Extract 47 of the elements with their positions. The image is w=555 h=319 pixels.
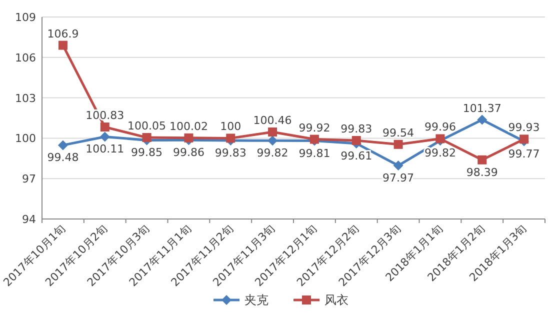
data-label: 100.02 [169, 120, 208, 133]
y-tick-label: 109 [15, 11, 36, 24]
point [100, 132, 110, 142]
point [394, 140, 403, 149]
data-label: 99.48 [47, 151, 79, 164]
point [477, 114, 488, 125]
point [478, 155, 487, 164]
y-tick-label: 106 [15, 51, 36, 64]
point [184, 133, 194, 142]
data-label: 101.37 [462, 102, 502, 115]
point [436, 134, 445, 144]
point [352, 136, 361, 145]
data-label: 100.46 [253, 114, 292, 128]
data-label: 100 [220, 120, 242, 134]
point [393, 160, 404, 171]
data-label: 98.39 [466, 166, 498, 179]
point [142, 133, 152, 142]
data-label: 99.92 [298, 121, 330, 134]
data-label: 99.83 [340, 122, 372, 136]
legend-label: 风衣 [324, 293, 348, 307]
data-label: 99.77 [508, 147, 540, 160]
data-label: 100.05 [128, 120, 166, 133]
y-tick-label: 100 [15, 132, 36, 146]
point [58, 40, 68, 50]
data-label: 99.82 [256, 146, 288, 160]
point [268, 128, 278, 137]
data-label: 99.93 [508, 121, 540, 134]
point [226, 134, 236, 143]
data-label: 106.9 [47, 27, 79, 40]
data-label: 99.96 [424, 120, 456, 134]
y-tick-label: 103 [15, 92, 36, 105]
data-label: 99.83 [214, 146, 246, 160]
data-label: 99.54 [382, 126, 414, 140]
data-label: 97.97 [382, 172, 414, 185]
y-tick-label: 94 [22, 213, 36, 226]
legend-label: 夹克 [244, 293, 268, 307]
data-label: 99.81 [298, 146, 330, 160]
y-tick-label: 97 [22, 172, 36, 186]
data-label: 99.82 [424, 146, 456, 160]
point [520, 134, 529, 144]
data-label: 99.86 [172, 146, 204, 160]
point [100, 122, 110, 132]
data-label: 99.85 [131, 146, 163, 160]
point [58, 140, 68, 150]
data-label: 100.11 [86, 142, 124, 156]
point [268, 136, 278, 146]
data-label: 99.61 [340, 149, 372, 162]
